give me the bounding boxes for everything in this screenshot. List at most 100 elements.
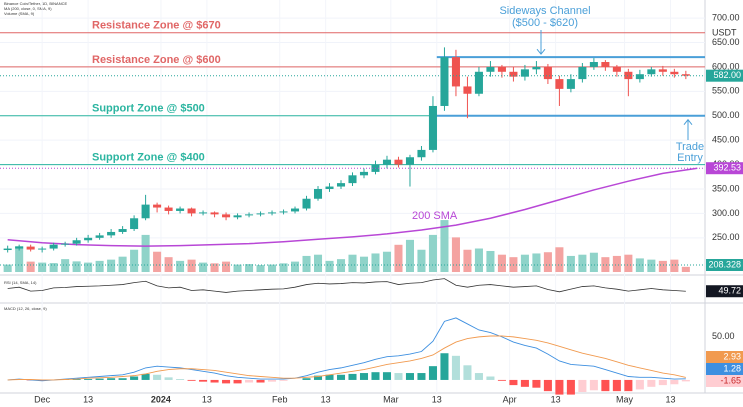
- trade-entry-label: Trade: [676, 141, 704, 153]
- volume-bar: [49, 263, 58, 272]
- y-tick-label: 250.00: [712, 232, 740, 242]
- macd-histogram-bar: [336, 374, 346, 380]
- candle-body: [38, 248, 47, 250]
- macd-histogram-bar: [405, 373, 414, 380]
- macd-tick-label: 50.00: [712, 331, 735, 341]
- rsi-marker-box: [706, 285, 743, 298]
- x-tick-label: 13: [83, 394, 93, 404]
- x-tick-label: May: [616, 394, 634, 404]
- histogram-marker-box: [706, 375, 743, 387]
- macd-histogram-bar: [279, 379, 288, 381]
- macd-histogram-bar: [451, 355, 460, 380]
- volume-bar: [670, 259, 679, 272]
- volume-bar: [256, 265, 265, 272]
- volume-bar: [336, 259, 346, 272]
- rsi-marker-label: 49.72: [718, 286, 741, 296]
- volume-marker-box: [706, 259, 743, 271]
- candle-body: [405, 157, 414, 165]
- macd-histogram-bar: [428, 366, 437, 380]
- y-tick-label: 350.00: [712, 183, 740, 193]
- macd-histogram-bar: [84, 379, 93, 380]
- y-tick-label: 600.00: [712, 61, 740, 71]
- volume-bar: [26, 261, 35, 272]
- volume-bar: [38, 262, 47, 272]
- macd-histogram-bar: [222, 379, 231, 384]
- volume-bar: [325, 260, 334, 272]
- sma-marker-box: [706, 162, 743, 175]
- candle-body: [532, 66, 541, 70]
- volume-bar: [176, 260, 185, 272]
- volume-bar: [658, 260, 667, 272]
- macd-histogram-bar: [245, 379, 254, 383]
- volume-bar: [153, 251, 162, 272]
- candle-body: [543, 66, 552, 80]
- candle-body: [95, 235, 104, 238]
- candle-body: [141, 204, 150, 219]
- volume-bar: [520, 254, 529, 272]
- x-tick-label: 13: [432, 394, 442, 404]
- macd-histogram-bar: [382, 372, 392, 380]
- x-tick-label: 13: [321, 394, 331, 404]
- candle-body: [84, 237, 93, 241]
- signal-marker-label: 2.93: [723, 351, 741, 361]
- volume-bar: [371, 253, 380, 272]
- candle-body: [245, 214, 254, 216]
- candle-body: [164, 207, 173, 211]
- volume-bar: [313, 254, 323, 272]
- candle-body: [325, 186, 334, 189]
- candle-body: [26, 246, 35, 250]
- price-marker-box: [706, 69, 743, 82]
- volume-bar: [279, 263, 288, 272]
- macd-histogram-bar: [107, 378, 116, 380]
- x-tick-label: 13: [551, 394, 561, 404]
- signal-line: [7, 335, 686, 381]
- sma-label: 200 SMA: [412, 210, 458, 222]
- macd-histogram-bar: [325, 374, 334, 380]
- volume-bar: [555, 247, 564, 272]
- volume-bar: [624, 254, 633, 272]
- volume-bar: [61, 259, 70, 272]
- candle-body: [681, 74, 690, 76]
- macd-histogram-bar: [463, 365, 472, 380]
- volume-bar: [440, 220, 449, 272]
- volume-bar: [451, 237, 460, 272]
- candle-body: [359, 171, 369, 176]
- volume-bar: [428, 234, 437, 272]
- macd-histogram-bar: [417, 373, 426, 380]
- macd-marker-box: [706, 363, 743, 375]
- candle-body: [15, 246, 24, 249]
- volume-bar: [382, 251, 392, 272]
- candle-body: [589, 62, 598, 67]
- macd-histogram-bar: [681, 379, 690, 382]
- candle-body: [118, 229, 127, 232]
- macd-histogram-bar: [520, 379, 529, 387]
- y-tick-label: 500.00: [712, 110, 740, 120]
- candle-body: [624, 71, 633, 80]
- candle-body: [474, 71, 483, 94]
- volume-bar: [130, 249, 139, 272]
- volume-bar: [589, 252, 598, 272]
- level-label: Support Zone @ $500: [92, 103, 205, 115]
- macd-histogram-bar: [394, 373, 403, 380]
- sma-marker-label: 392.53: [713, 163, 741, 173]
- trade-entry-label: Entry: [677, 152, 703, 164]
- candle-body: [348, 175, 357, 184]
- y-tick-label: 300.00: [712, 208, 740, 218]
- candle-body: [72, 240, 81, 244]
- candle-body: [451, 57, 460, 87]
- candle-body: [302, 198, 311, 209]
- y-tick-label: 650.00: [712, 37, 740, 47]
- candle-body: [256, 213, 265, 215]
- volume-bar: [348, 254, 357, 272]
- volume-bar: [601, 257, 610, 272]
- volume-bar: [578, 254, 587, 272]
- macd-histogram-bar: [256, 379, 265, 383]
- macd-histogram-bar: [589, 379, 598, 391]
- volume-bar: [417, 249, 426, 272]
- candle-body: [130, 218, 139, 230]
- volume-bar: [95, 260, 104, 272]
- macd-histogram-bar: [486, 376, 495, 380]
- candle-body: [187, 208, 196, 214]
- legend-line: MA (200, close, 0, SMA, 9): [4, 6, 52, 11]
